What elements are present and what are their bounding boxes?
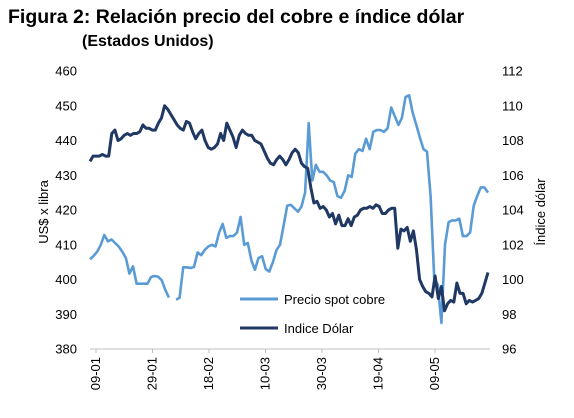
right-tick-label: 102 <box>502 237 524 252</box>
x-tick-label: 09-05 <box>427 357 442 390</box>
right-tick-label: 106 <box>502 168 524 183</box>
left-tick-label: 410 <box>55 237 77 252</box>
left-tick-label: 460 <box>55 64 77 79</box>
right-axis-label: Índice dólar <box>533 178 548 246</box>
right-tick-label: 108 <box>502 133 524 148</box>
right-tick-label: 100 <box>502 272 524 287</box>
x-tick-label: 09-01 <box>88 357 103 390</box>
legend: Precio spot cobre Indice Dólar <box>240 292 385 336</box>
left-tick-label: 390 <box>55 307 77 322</box>
x-tick-label: 18-02 <box>201 357 216 390</box>
legend-label-dollar: Indice Dólar <box>284 321 354 336</box>
right-tick-label: 110 <box>502 98 523 113</box>
left-tick-label: 440 <box>55 133 77 148</box>
left-tick-label: 430 <box>55 168 77 183</box>
x-tick-label: 30-03 <box>314 357 329 390</box>
right-tick-label: 112 <box>502 64 523 79</box>
left-axis-label: US$ x libra <box>36 179 51 243</box>
left-tick-label: 450 <box>55 98 77 113</box>
legend-label-copper: Precio spot cobre <box>284 292 385 307</box>
x-tick-label: 29-01 <box>145 357 160 390</box>
chart-title: Figura 2: Relación precio del cobre e ín… <box>8 6 465 28</box>
left-tick-label: 380 <box>55 342 77 357</box>
right-axis-ticks: 112 110 108 106 104 102 100 98 96 <box>502 64 524 357</box>
x-tick-label: 19-04 <box>371 357 386 390</box>
left-axis-ticks: 460 450 440 430 420 410 400 390 380 <box>55 64 77 357</box>
chart-subtitle: (Estados Unidos) <box>82 33 214 50</box>
dollar-index-line <box>88 104 490 313</box>
right-tick-label: 104 <box>502 203 524 218</box>
left-tick-label: 420 <box>55 203 77 218</box>
x-tick-label: 10-03 <box>258 357 273 390</box>
x-axis-ticks: 09-01 29-01 18-02 10-03 30-03 19-04 09-05 <box>88 349 442 390</box>
series-layer <box>88 94 490 325</box>
right-tick-label: 98 <box>502 307 516 322</box>
right-tick-label: 96 <box>502 342 516 357</box>
left-tick-label: 400 <box>55 272 77 287</box>
